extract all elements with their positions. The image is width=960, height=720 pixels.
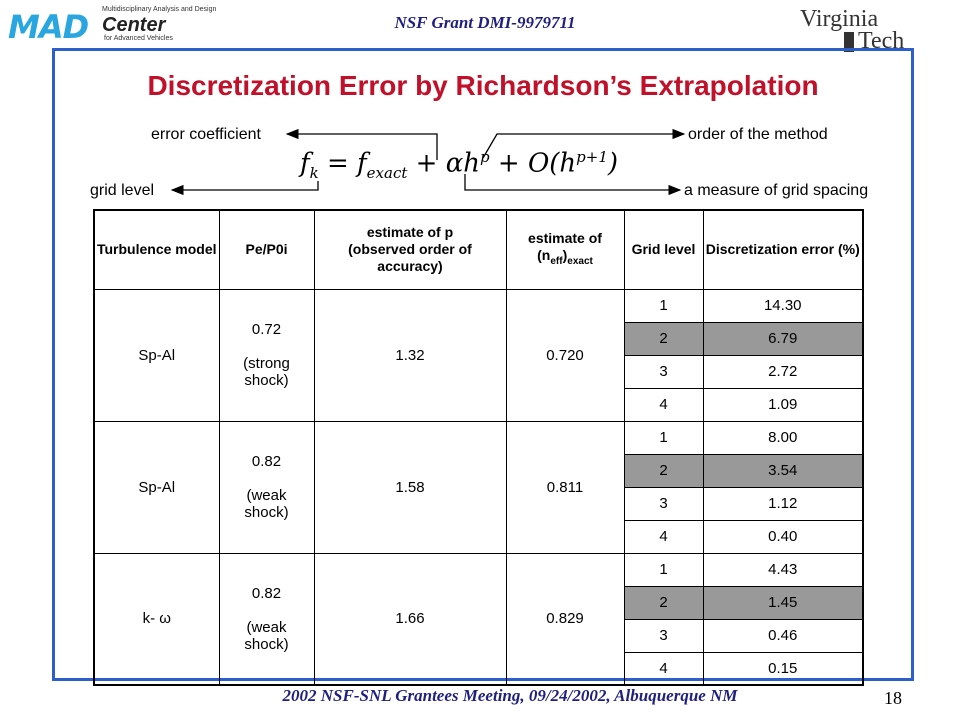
header-estimate-p-line1: estimate of p [366,224,454,241]
cell-estimate-p: 1.66 [313,552,507,686]
mad-logo-center: Center [102,14,166,36]
header-estimate-n-open: (n [537,246,551,263]
header-grid-level: Grid level [623,209,704,290]
cell-pe-p0i: 0.82 (weak shock) [218,420,315,554]
mad-center-logo: MAD Multidisciplinary Analysis and Desig… [8,6,248,46]
cell-discretization-error: 0.40 [702,519,864,554]
grid-spacing-label: a measure of grid spacing [684,182,869,199]
cell-discretization-error: 2.72 [702,354,864,389]
table-row: Sp-Al 0.72 (strong shock) 1.32 0.720 1 1… [93,288,864,422]
table-row: Sp-Al 0.82 (weak shock) 1.58 0.811 1 8.0… [93,420,864,554]
cell-pe-value: 0.82 [251,453,282,470]
cell-estimate-n: 0.829 [505,552,625,686]
cell-turbulence-model: k- ω [93,552,220,686]
cell-discretization-error: 3.54 [702,453,864,488]
page-number: 18 [884,688,902,708]
table-header-row: Turbulence model Pe/P0i estimate of p (o… [93,209,864,290]
cell-grid-level: 4 [623,387,704,422]
cell-pe-note: (strong shock) [243,355,290,389]
cell-discretization-error: 6.79 [702,321,864,356]
mad-logo-letters: MAD [8,8,89,46]
cell-discretization-error: 0.15 [702,651,864,686]
table-row: 3 2.72 [94,354,864,389]
cell-grid-level: 1 [623,288,704,323]
cell-grid-level: 3 [623,618,704,653]
cell-discretization-error: 0.46 [702,618,864,653]
header-pe-p0i: Pe/P0i [218,209,315,290]
table-row: 4 0.15 [94,651,864,686]
cell-estimate-n: 0.811 [505,420,625,554]
frame-top-border [52,48,914,51]
header-estimate-n: estimate of (neff)exact [505,209,625,290]
table-row: 4 0.40 [94,519,864,554]
table-row: 3 1.12 [94,486,864,521]
header-estimate-n-close: ) [562,246,568,263]
table-row: k- ω 0.82 (weak shock) 1.66 0.829 1 4.43 [93,552,864,686]
header-estimate-p-line2: (observed order of accuracy) [348,241,472,275]
cell-grid-level: 2 [623,321,704,356]
cell-pe-p0i: 0.72 (strong shock) [218,288,315,422]
header-discretization-error: Discretization error (%) [702,209,864,290]
discretization-table: Turbulence model Pe/P0i estimate of p (o… [93,209,864,686]
mad-logo-subtitle: for Advanced Vehicles [104,35,173,42]
header-estimate-n-sub1: eff [550,255,563,267]
cell-grid-level: 1 [623,552,704,587]
virginia-tech-logo: Virginia Tech [794,6,914,54]
cell-estimate-p: 1.58 [313,420,507,554]
cell-grid-level: 2 [623,585,704,620]
header-estimate-p: estimate of p (observed order of accurac… [313,209,507,290]
cell-grid-level: 4 [623,651,704,686]
order-of-method-label: order of the method [688,126,828,143]
header-estimate-n-line1: estimate of [528,229,602,246]
cell-turbulence-model: Sp-Al [93,288,220,422]
grant-number: NSF Grant DMI-9979711 [394,13,576,32]
grid-level-label: grid level [90,182,155,199]
cell-estimate-n: 0.720 [505,288,625,422]
cell-grid-level: 3 [623,354,704,389]
cell-pe-value: 0.72 [251,321,282,338]
frame-left-border [52,48,55,680]
header-estimate-n-sub2: exact [567,255,593,267]
cell-pe-note: (weak shock) [244,487,289,521]
cell-grid-level: 3 [623,486,704,521]
cell-pe-value: 0.82 [251,584,282,602]
cell-grid-level: 2 [623,453,704,488]
frame-right-border [911,48,914,680]
table-row: 4 1.09 [94,387,864,422]
cell-discretization-error: 4.43 [702,552,864,587]
header-turbulence-model: Turbulence model [93,209,220,290]
cell-estimate-p: 1.32 [313,288,507,422]
vt-logo-virginia: Virginia [800,6,879,32]
slide-title: Discretization Error by Richardson’s Ext… [147,70,819,101]
table-row: 2 1.45 [94,585,864,620]
mad-logo-tagline: Multidisciplinary Analysis and Design [102,6,217,13]
cell-pe-note: (weak shock) [244,618,289,653]
table-row: 2 6.79 [94,321,864,356]
error-coefficient-label: error coefficient [151,126,261,143]
cell-turbulence-model: Sp-Al [93,420,220,554]
richardson-equation: fk = fexact + αhp + O(hp+1) [300,148,619,182]
vt-tower-icon [844,32,854,52]
cell-discretization-error: 8.00 [702,420,864,455]
footer-meeting-info: 2002 NSF-SNL Grantees Meeting, 09/24/200… [282,686,738,705]
cell-pe-p0i: 0.82 (weak shock) [218,552,315,686]
cell-grid-level: 4 [623,519,704,554]
arrow-grid-level [170,181,319,196]
cell-discretization-error: 1.12 [702,486,864,521]
table-row: 2 3.54 [94,453,864,488]
cell-discretization-error: 1.09 [702,387,864,422]
cell-discretization-error: 1.45 [702,585,864,620]
cell-grid-level: 1 [623,420,704,455]
cell-discretization-error: 14.30 [702,288,864,323]
